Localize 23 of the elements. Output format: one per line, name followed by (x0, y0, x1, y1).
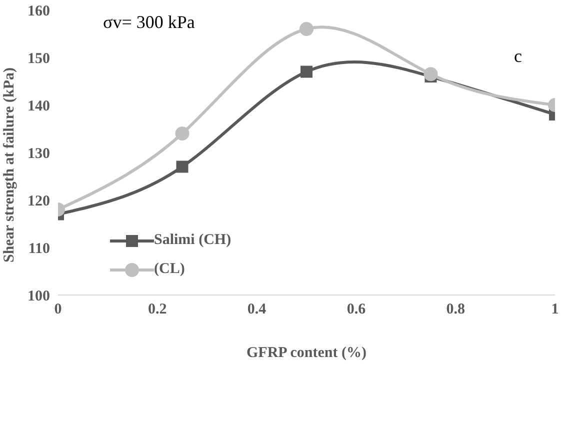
annotation: σv= 300 kPa (103, 12, 195, 33)
y-axis-title: Shear strength at failure (kPa) (1, 68, 18, 262)
point (175, 126, 190, 140)
x-tick-label: 0 (54, 302, 62, 318)
x-tick-label: 1 (551, 302, 559, 318)
point (176, 160, 188, 173)
y-tick-label: 120 (28, 193, 50, 210)
y-tick-label: 100 (28, 288, 50, 304)
point (300, 66, 312, 78)
y-tick-label: 140 (28, 98, 50, 114)
x-tick-label: 0.8 (446, 302, 465, 318)
legend-label: Salimi (CH) (154, 232, 232, 249)
x-tick-label: 0.6 (346, 302, 366, 318)
y-tick-label: 110 (28, 240, 50, 257)
annotation: c (514, 46, 522, 67)
y-tick-label: 130 (28, 146, 50, 162)
y-tick-label: 160 (28, 3, 50, 20)
x-axis-title: GFRP content (%) (246, 345, 366, 361)
legend-label: (CL) (154, 261, 185, 278)
x-tick-label: 0.4 (247, 302, 267, 318)
point (300, 22, 314, 36)
x-tick-label: 0.2 (148, 302, 167, 318)
y-tick-label: 150 (28, 50, 50, 67)
